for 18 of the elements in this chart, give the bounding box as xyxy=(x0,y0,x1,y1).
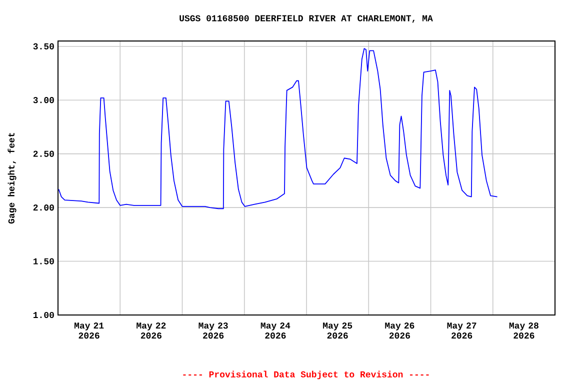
y-tick-label: 3.00 xyxy=(33,97,54,104)
x-tick-label: May 22 2026 xyxy=(136,322,166,339)
x-tick-label: May 21 2026 xyxy=(74,322,104,339)
x-tick-label: May 28 2026 xyxy=(509,322,538,339)
y-tick-label: 1.00 xyxy=(33,312,54,318)
y-tick-label: 1.50 xyxy=(33,258,54,264)
y-tick-label: 3.50 xyxy=(33,43,54,50)
line-series xyxy=(58,48,498,210)
y-axis-title: Gage height, feet xyxy=(8,132,16,224)
x-tick-label: May 27 2026 xyxy=(447,322,476,339)
text: ---- Provisional Data Subject to Revision ---- xyxy=(183,370,429,380)
y-tick-label: 2.50 xyxy=(33,150,54,157)
x-tick-label: May 26 2026 xyxy=(385,322,414,339)
x-tick-label: May 24 2026 xyxy=(260,322,290,339)
x-tick-label: May 23 2026 xyxy=(198,322,228,339)
y-tick-label: 2.00 xyxy=(33,204,54,211)
chart-title: USGS 01168500 DEERFIELD RIVER AT CHARLEMONT, MA xyxy=(180,15,433,23)
x-tick-label: May 25 2026 xyxy=(323,322,352,339)
